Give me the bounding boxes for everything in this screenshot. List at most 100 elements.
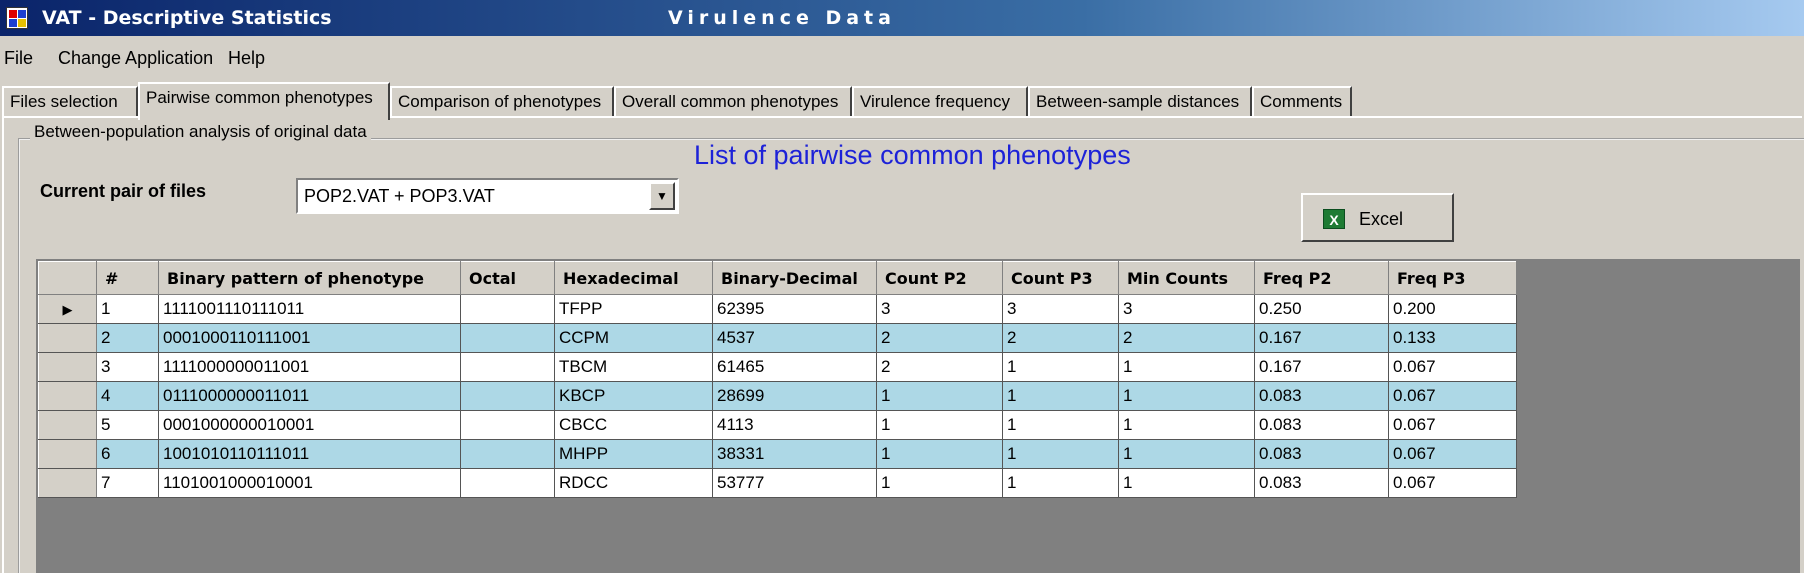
table-cell[interactable]: 38331 <box>712 439 877 469</box>
table-row[interactable]: 5 0001000000010001 CBCC 4113 1 1 1 0.083 0.067 <box>38 410 1517 440</box>
table-cell[interactable]: 1 <box>1002 439 1119 469</box>
table-cell[interactable]: 1 <box>1002 410 1119 440</box>
column-header[interactable]: # <box>96 261 159 295</box>
column-header[interactable]: Binary pattern of phenotype <box>158 261 461 295</box>
tab-virulence-frequency[interactable]: Virulence frequency <box>852 86 1028 116</box>
table-cell[interactable]: 0.083 <box>1254 381 1389 411</box>
table-cell[interactable]: 4537 <box>712 323 877 353</box>
column-header[interactable]: Hexadecimal <box>554 261 713 295</box>
row-selector[interactable] <box>38 468 97 498</box>
table-cell[interactable] <box>460 352 555 382</box>
table-cell[interactable]: 0001000110111001 <box>158 323 461 353</box>
table-cell[interactable]: 1 <box>1002 468 1119 498</box>
excel-button[interactable]: X Excel <box>1301 193 1454 242</box>
tab-files-selection[interactable]: Files selection <box>2 86 138 116</box>
table-cell[interactable]: 0.067 <box>1388 410 1517 440</box>
table-cell[interactable]: 5 <box>96 410 159 440</box>
table-cell[interactable]: 1 <box>876 468 1003 498</box>
table-cell[interactable]: 1 <box>1118 410 1255 440</box>
table-cell[interactable]: TFPP <box>554 294 713 324</box>
column-header[interactable]: Freq P3 <box>1388 261 1517 295</box>
dropdown-arrow-icon[interactable]: ▼ <box>649 182 675 210</box>
table-cell[interactable] <box>460 323 555 353</box>
table-cell[interactable]: TBCM <box>554 352 713 382</box>
table-cell[interactable]: 4113 <box>712 410 877 440</box>
table-cell[interactable]: 2 <box>876 323 1003 353</box>
row-selector[interactable] <box>38 381 97 411</box>
table-cell[interactable]: 0.167 <box>1254 323 1389 353</box>
tab-between-sample-distances[interactable]: Between-sample distances <box>1028 86 1252 116</box>
table-cell[interactable]: 0.200 <box>1388 294 1517 324</box>
column-header[interactable]: Freq P2 <box>1254 261 1389 295</box>
table-cell[interactable]: 0.083 <box>1254 410 1389 440</box>
table-cell[interactable]: 3 <box>96 352 159 382</box>
table-cell[interactable]: 1 <box>1002 381 1119 411</box>
row-selector[interactable] <box>38 410 97 440</box>
table-cell[interactable]: KBCP <box>554 381 713 411</box>
column-header[interactable]: Binary-Decimal <box>712 261 877 295</box>
table-cell[interactable]: 0.083 <box>1254 439 1389 469</box>
table-cell[interactable]: 1 <box>1118 439 1255 469</box>
table-row[interactable]: 2 0001000110111001 CCPM 4537 2 2 2 0.167 0.133 <box>38 323 1517 353</box>
tab-pairwise-common-phenotypes[interactable]: Pairwise common phenotypes <box>138 82 390 120</box>
table-cell[interactable]: 1 <box>1002 352 1119 382</box>
table-cell[interactable]: 1 <box>1118 468 1255 498</box>
table-cell[interactable]: 7 <box>96 468 159 498</box>
table-cell[interactable]: RDCC <box>554 468 713 498</box>
tab-overall-common-phenotypes[interactable]: Overall common phenotypes <box>614 86 852 116</box>
file-pair-select[interactable]: POP2.VAT + POP3.VAT ▼ <box>296 178 679 214</box>
table-cell[interactable]: 0.067 <box>1388 352 1517 382</box>
table-cell[interactable]: CBCC <box>554 410 713 440</box>
table-cell[interactable]: 28699 <box>712 381 877 411</box>
table-cell[interactable]: 0.083 <box>1254 468 1389 498</box>
table-cell[interactable] <box>460 381 555 411</box>
table-cell[interactable]: 1101001000010001 <box>158 468 461 498</box>
table-row[interactable]: 7 1101001000010001 RDCC 53777 1 1 1 0.083 0.067 <box>38 468 1517 498</box>
row-selector[interactable] <box>38 323 97 353</box>
table-cell[interactable]: 3 <box>876 294 1003 324</box>
table-cell[interactable]: 2 <box>1002 323 1119 353</box>
table-cell[interactable] <box>460 468 555 498</box>
table-cell[interactable]: 1 <box>876 410 1003 440</box>
table-cell[interactable]: 53777 <box>712 468 877 498</box>
column-header[interactable]: Count P2 <box>876 261 1003 295</box>
table-cell[interactable]: 2 <box>1118 323 1255 353</box>
table-cell[interactable]: 1 <box>876 381 1003 411</box>
table-cell[interactable]: 0.067 <box>1388 381 1517 411</box>
table-cell[interactable]: 6 <box>96 439 159 469</box>
table-cell[interactable]: 3 <box>1002 294 1119 324</box>
row-selector[interactable] <box>38 439 97 469</box>
table-cell[interactable]: 62395 <box>712 294 877 324</box>
table-row[interactable]: 4 0111000000011011 KBCP 28699 1 1 1 0.083 0.067 <box>38 381 1517 411</box>
table-cell[interactable] <box>460 294 555 324</box>
column-header[interactable]: Min Counts <box>1118 261 1255 295</box>
column-header[interactable]: Count P3 <box>1002 261 1119 295</box>
table-cell[interactable]: 0111000000011011 <box>158 381 461 411</box>
table-cell[interactable]: 1 <box>1118 381 1255 411</box>
table-cell[interactable]: 2 <box>876 352 1003 382</box>
table-cell[interactable]: 0.067 <box>1388 439 1517 469</box>
table-cell[interactable]: CCPM <box>554 323 713 353</box>
menu-change-application[interactable]: Change Application <box>58 48 214 68</box>
tab-comparison-of-phenotypes[interactable]: Comparison of phenotypes <box>390 86 614 116</box>
menu-help[interactable]: Help <box>228 48 266 68</box>
table-cell[interactable]: 1111001110111011 <box>158 294 461 324</box>
table-cell[interactable]: 1 <box>876 439 1003 469</box>
table-row[interactable]: ▶ 1 1111001110111011 TFPP 62395 3 3 3 0.250 0.200 <box>38 294 1517 324</box>
table-cell[interactable] <box>460 439 555 469</box>
table-cell[interactable]: 4 <box>96 381 159 411</box>
table-cell[interactable] <box>460 410 555 440</box>
table-cell[interactable]: MHPP <box>554 439 713 469</box>
table-cell[interactable]: 1001010110111011 <box>158 439 461 469</box>
table-cell[interactable]: 0.250 <box>1254 294 1389 324</box>
menu-file[interactable]: File <box>4 48 34 68</box>
table-cell[interactable]: 1 <box>96 294 159 324</box>
table-cell[interactable]: 3 <box>1118 294 1255 324</box>
table-row[interactable]: 3 1111000000011001 TBCM 61465 2 1 1 0.167 0.067 <box>38 352 1517 382</box>
title-bar[interactable]: VAT - Descriptive Statistics Virulence D… <box>0 0 1804 36</box>
row-selector[interactable]: ▶ <box>38 294 97 324</box>
tab-comments[interactable]: Comments <box>1252 86 1352 116</box>
table-cell[interactable]: 61465 <box>712 352 877 382</box>
table-cell[interactable]: 0001000000010001 <box>158 410 461 440</box>
app-icon[interactable] <box>6 7 28 29</box>
